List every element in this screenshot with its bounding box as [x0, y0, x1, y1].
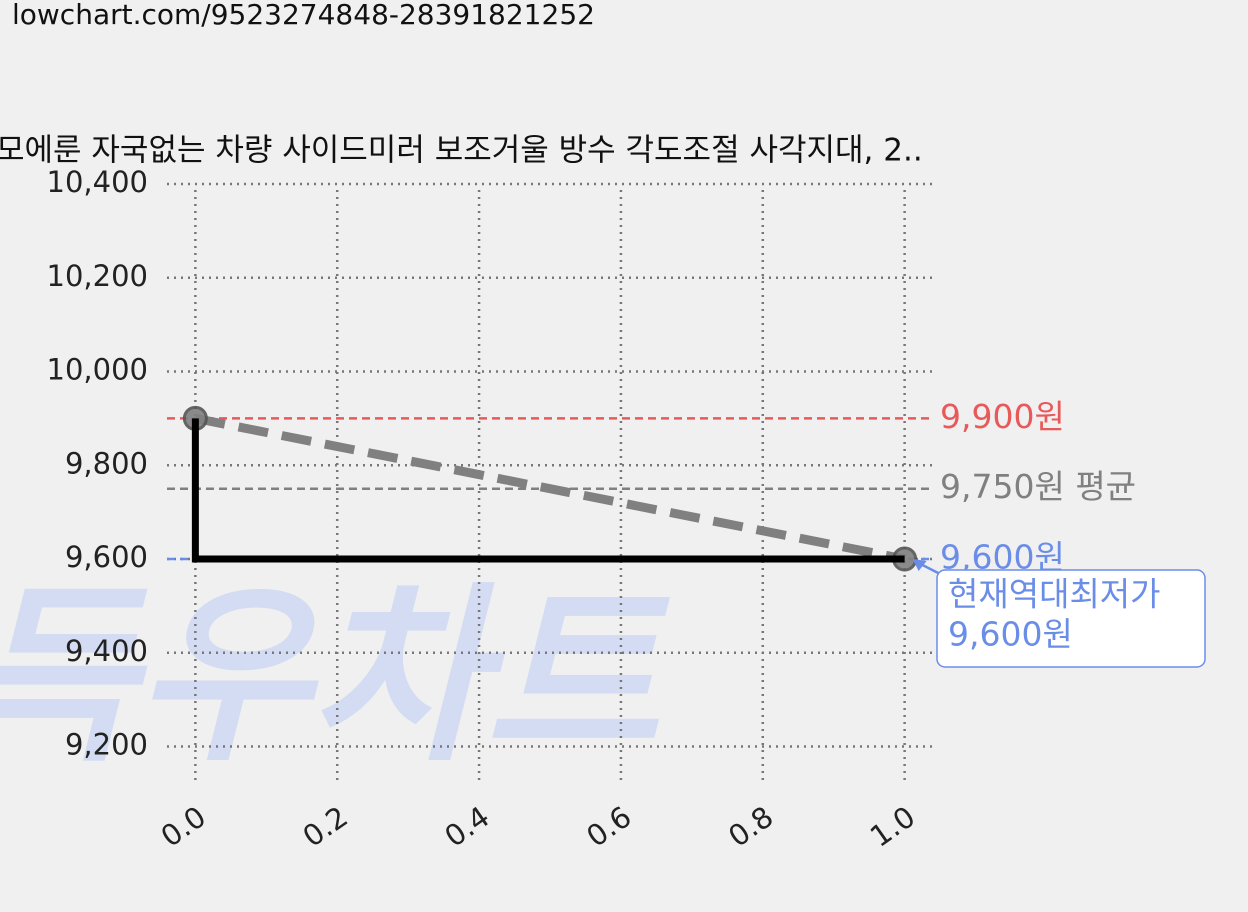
x-tick-label: 0.0: [155, 799, 212, 853]
y-tick-label: 10,000: [47, 353, 148, 387]
reference-label: 9,900원: [940, 397, 1065, 436]
y-tick-label: 9,800: [65, 446, 148, 480]
y-tick-label: 9,400: [65, 634, 148, 668]
y-tick-label: 9,200: [65, 728, 148, 762]
x-tick-label: 1.0: [864, 799, 921, 853]
y-tick-label: 10,200: [47, 259, 148, 293]
annotation-text: 현재역대최저가: [948, 575, 1161, 614]
x-tick-label: 0.8: [722, 799, 779, 853]
reference-label: 9,750원 평균: [940, 467, 1136, 506]
annotation-box: [936, 569, 1206, 668]
y-tick-label: 10,400: [47, 165, 148, 199]
y-tick-label: 9,600: [65, 540, 148, 574]
url: lowchart.com/9523274848-28391821252: [12, 0, 595, 31]
annotation-arrowhead: [912, 559, 927, 571]
x-tick-label: 0.2: [297, 799, 354, 853]
x-tick-label: 0.6: [580, 799, 637, 853]
chart-title: 모에룬 자국없는 차량 사이드미러 보조거울 방수 각도조절 사각지대, 2..: [0, 133, 923, 169]
watermark: 득우차트: [0, 566, 671, 787]
series-line: [194, 413, 906, 564]
series-line: [191, 418, 905, 563]
annotation-text: 9,600원: [948, 615, 1073, 654]
x-tick-label: 0.4: [438, 799, 495, 853]
